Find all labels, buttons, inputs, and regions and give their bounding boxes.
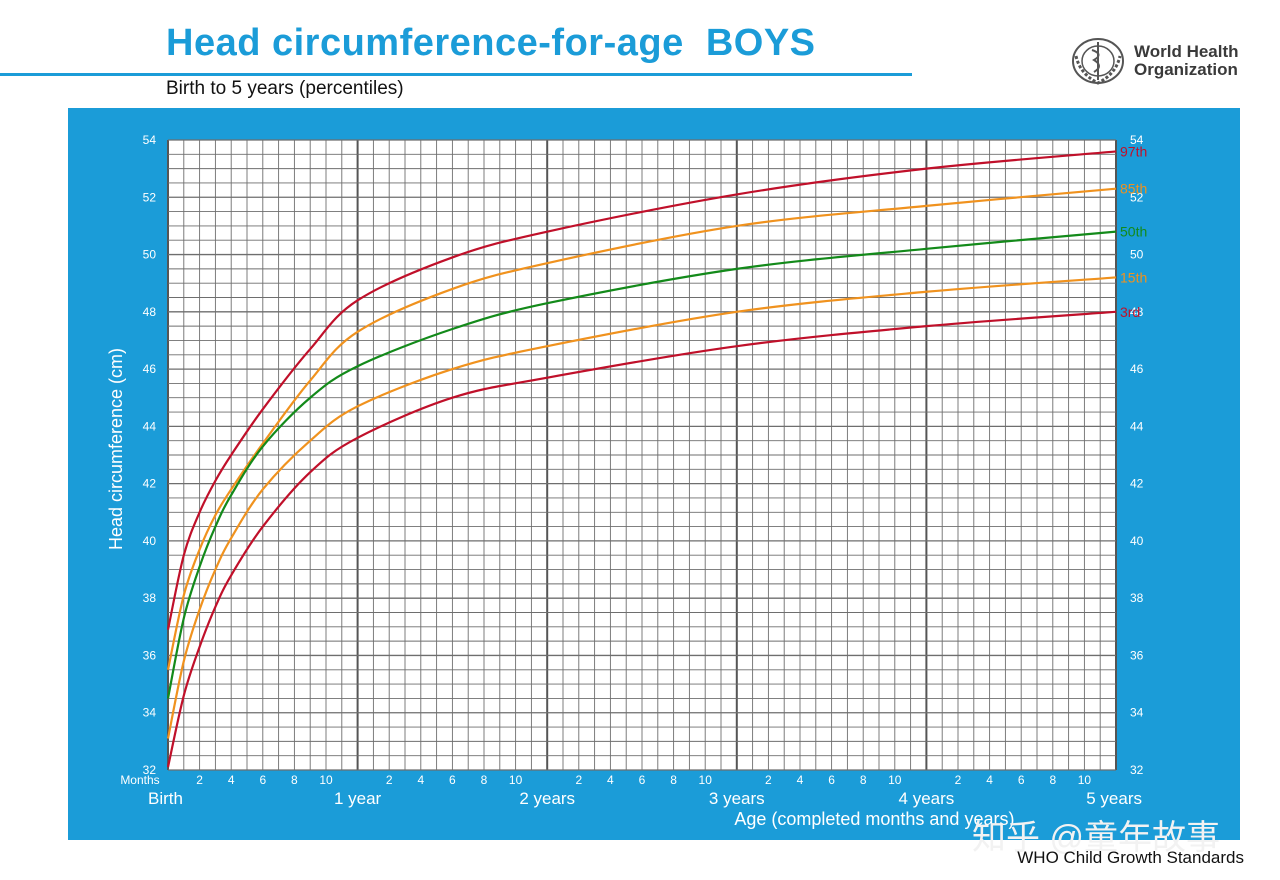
org-name-line2: Organization xyxy=(1134,60,1238,79)
x-unit-label: Months xyxy=(120,773,159,787)
y-tick-label-left: 38 xyxy=(143,591,157,605)
month-tick-label: 8 xyxy=(291,773,298,787)
page-subtitle: Birth to 5 years (percentiles) xyxy=(166,78,404,99)
footer-text: WHO Child Growth Standards xyxy=(1017,848,1244,867)
y-tick-label-right: 40 xyxy=(1130,534,1144,548)
y-tick-label-right: 34 xyxy=(1130,706,1144,720)
y-tick-label-left: 34 xyxy=(143,706,157,720)
org-name-line1: World Health xyxy=(1134,42,1239,61)
percentile-line-50th xyxy=(166,230,1117,699)
y-tick-label-right: 36 xyxy=(1130,648,1144,662)
year-label: Birth xyxy=(148,789,183,808)
month-tick-label: 4 xyxy=(797,773,804,787)
series-label: 97th xyxy=(1120,143,1147,159)
y-tick-label-right: 46 xyxy=(1130,362,1144,376)
y-tick-label-left: 36 xyxy=(143,648,157,662)
series-label: 3rd xyxy=(1120,304,1140,320)
month-tick-label: 2 xyxy=(575,773,582,787)
y-tick-label-right: 54 xyxy=(1130,133,1144,147)
y-tick-label-left: 50 xyxy=(143,248,157,262)
y-tick-label-left: 32 xyxy=(143,763,157,777)
y-tick-label-right: 44 xyxy=(1130,419,1144,433)
series-label: 85th xyxy=(1120,181,1147,197)
percentile-line-85th xyxy=(166,187,1117,670)
month-tick-label: 10 xyxy=(888,773,902,787)
series-label: 15th xyxy=(1120,269,1147,285)
y-tick-label-right: 48 xyxy=(1130,305,1144,319)
chart-panel: 32 32 34 34 36 36 38 38 40 40 42 42 44 44 46 46 48 48 50 50… xyxy=(68,108,1240,840)
month-tick-label: 10 xyxy=(1078,773,1092,787)
month-tick-label: 4 xyxy=(986,773,993,787)
month-tick-label: 4 xyxy=(228,773,235,787)
month-tick-label: 2 xyxy=(196,773,203,787)
y-tick-label-left: 42 xyxy=(143,477,157,491)
month-tick-label: 2 xyxy=(386,773,393,787)
title-underline xyxy=(0,73,912,76)
month-tick-label: 8 xyxy=(481,773,488,787)
y-axis-title: Head circumference (cm) xyxy=(106,348,126,550)
month-tick-label: 6 xyxy=(259,773,266,787)
grid-lines xyxy=(167,139,1117,771)
y-tick-label-right: 42 xyxy=(1130,477,1144,491)
year-label: 1 year xyxy=(334,789,382,808)
month-tick-label: 6 xyxy=(1018,773,1025,787)
percentile-line-3rd xyxy=(166,310,1117,768)
percentile-curves xyxy=(166,150,1117,768)
percentile-line-15th xyxy=(166,276,1117,739)
percentile-line-97th xyxy=(166,150,1117,630)
month-tick-label: 2 xyxy=(765,773,772,787)
year-label: 3 years xyxy=(709,789,765,808)
page-title: Head circumference-for-age BOYS xyxy=(166,22,816,64)
x-axis-title: Age (completed months and years) xyxy=(734,809,1014,829)
month-tick-label: 10 xyxy=(319,773,333,787)
month-tick-label: 8 xyxy=(670,773,677,787)
month-tick-label: 6 xyxy=(639,773,646,787)
month-tick-label: 8 xyxy=(860,773,867,787)
y-tick-label-left: 48 xyxy=(143,305,157,319)
month-tick-label: 4 xyxy=(417,773,424,787)
y-tick-label-left: 40 xyxy=(143,534,157,548)
month-tick-label: 6 xyxy=(828,773,835,787)
month-tick-label: 4 xyxy=(607,773,614,787)
y-tick-label-left: 52 xyxy=(143,190,157,204)
month-tick-label: 10 xyxy=(509,773,523,787)
y-tick-label-right: 52 xyxy=(1130,190,1144,204)
month-tick-label: 8 xyxy=(1049,773,1056,787)
month-tick-label: 10 xyxy=(699,773,713,787)
y-tick-label-right: 38 xyxy=(1130,591,1144,605)
month-tick-label: 2 xyxy=(955,773,962,787)
watermark-text: 知乎 @童年故事 xyxy=(972,819,1220,857)
y-tick-label-right: 32 xyxy=(1130,763,1144,777)
series-label: 50th xyxy=(1120,224,1147,240)
y-tick-label-left: 44 xyxy=(143,419,157,433)
y-tick-label-right: 50 xyxy=(1130,248,1144,262)
year-label: 4 years xyxy=(899,789,955,808)
who-emblem-icon xyxy=(1072,38,1124,85)
month-tick-label: 6 xyxy=(449,773,456,787)
y-tick-label-left: 46 xyxy=(143,362,157,376)
y-tick-label-left: 54 xyxy=(143,133,157,147)
organization-name: World Health Organization xyxy=(1134,43,1239,79)
year-label: 2 years xyxy=(519,789,575,808)
year-label: 5 years xyxy=(1086,789,1142,808)
